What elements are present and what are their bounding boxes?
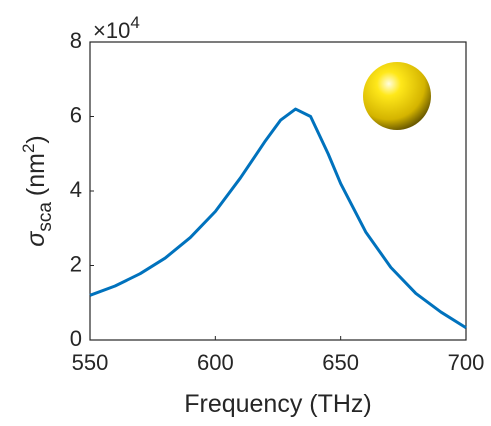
y-tick-label: 2 [70,251,82,276]
y-tick-label: 6 [70,102,82,127]
y-axis-label: σsca(nm2) [19,135,56,247]
y-tick-label: 4 [70,177,82,202]
y-multiplier: ×104 [93,13,140,43]
y-tick-label: 0 [70,326,82,351]
x-tick-label: 650 [322,350,359,375]
data-line [89,107,467,329]
x-tick-label: 550 [72,350,109,375]
x-axis-label: Frequency (THz) [184,390,372,418]
x-tick-label: 600 [197,350,234,375]
x-tick-label: 700 [448,350,485,375]
y-tick-label: 8 [70,28,82,53]
sphere-icon [363,62,431,130]
